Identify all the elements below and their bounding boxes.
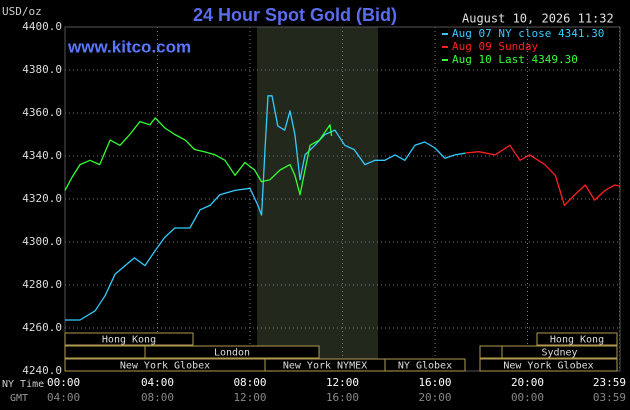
- chart-title: 24 Hour Spot Gold (Bid): [193, 5, 397, 25]
- session-label: New York NYMEX: [283, 361, 367, 372]
- series-line: [65, 95, 466, 321]
- session-box: [384, 358, 466, 372]
- y-tick-label: 4360.0: [22, 106, 62, 119]
- session-label: Sydney: [541, 348, 577, 359]
- y-axis-label: USD/oz: [2, 5, 42, 18]
- gmt-tick-label: 20:00: [418, 391, 451, 404]
- x-tick-label: 23:59: [593, 376, 626, 389]
- y-tick-label: 4300.0: [22, 235, 62, 248]
- session-label: New York Globex: [503, 361, 593, 372]
- gmt-tick-label: 08:00: [141, 391, 174, 404]
- y-tick-label: 4320.0: [22, 192, 62, 205]
- session-box: [536, 332, 618, 346]
- session-label: New York Globex: [120, 361, 210, 372]
- watermark: www.kitco.com: [67, 37, 191, 56]
- y-tick-label: 4340.0: [22, 149, 62, 162]
- x-tick-label: 04:00: [141, 376, 174, 389]
- gmt-tick-label: 12:00: [233, 391, 266, 404]
- y-tick-label: 4400.0: [22, 20, 62, 33]
- timestamp: August 10, 2026 11:32: [462, 12, 614, 26]
- x-tick-label: 00:00: [47, 376, 80, 389]
- session-box: [479, 358, 618, 372]
- x-row-label: GMT: [10, 393, 28, 404]
- session-label: Hong Kong: [550, 335, 604, 346]
- legend-label: Aug 07 NY close 4341.30: [452, 27, 604, 40]
- x-tick-label: 16:00: [418, 376, 451, 389]
- session-box: [144, 345, 320, 359]
- session-box: [64, 332, 194, 346]
- series-line: [465, 144, 621, 207]
- y-tick-label: 4240.0: [22, 364, 62, 377]
- gmt-tick-label: 04:00: [47, 391, 80, 404]
- x-tick-label: 20:00: [511, 376, 544, 389]
- session-box: [64, 345, 146, 359]
- gmt-tick-label: 03:59: [593, 391, 626, 404]
- gmt-tick-label: 16:00: [326, 391, 359, 404]
- session-box: [479, 345, 503, 359]
- session-label: NY Globex: [398, 361, 452, 372]
- session-label: Hong Kong: [102, 335, 156, 346]
- session-label: London: [214, 348, 250, 359]
- y-tick-label: 4280.0: [22, 278, 62, 291]
- series-line: [64, 117, 333, 196]
- y-tick-label: 4260.0: [22, 321, 62, 334]
- y-tick-label: 4380.0: [22, 63, 62, 76]
- session-box: [501, 345, 618, 359]
- legend-label: Aug 09 Sunday: [452, 40, 538, 53]
- x-tick-label: 12:00: [326, 376, 359, 389]
- gmt-tick-label: 00:00: [511, 391, 544, 404]
- legend-label: Aug 10 Last 4349.30: [452, 53, 578, 66]
- x-tick-label: 08:00: [233, 376, 266, 389]
- x-row-label: NY Time: [2, 379, 44, 390]
